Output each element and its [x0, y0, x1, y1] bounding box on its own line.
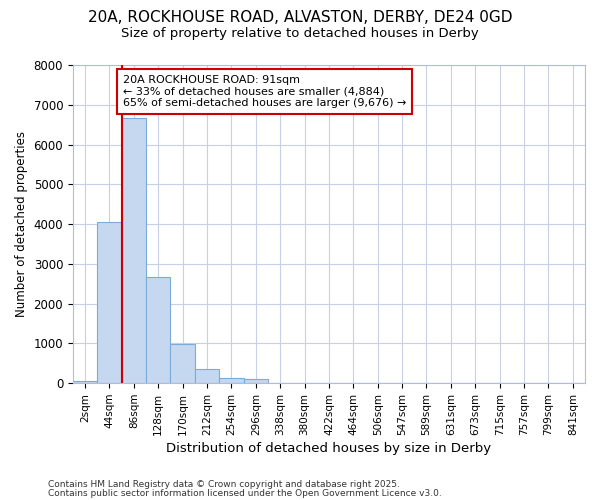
Text: Size of property relative to detached houses in Derby: Size of property relative to detached ho… [121, 28, 479, 40]
Text: 20A ROCKHOUSE ROAD: 91sqm
← 33% of detached houses are smaller (4,884)
65% of se: 20A ROCKHOUSE ROAD: 91sqm ← 33% of detac… [123, 75, 406, 108]
Text: Contains public sector information licensed under the Open Government Licence v3: Contains public sector information licen… [48, 490, 442, 498]
Bar [122, 118, 146, 383]
Text: Contains HM Land Registry data © Crown copyright and database right 2025.: Contains HM Land Registry data © Crown c… [48, 480, 400, 489]
Bar [244, 379, 268, 383]
Bar [97, 222, 122, 383]
Bar [219, 378, 244, 383]
X-axis label: Distribution of detached houses by size in Derby: Distribution of detached houses by size … [166, 442, 491, 455]
Text: 20A, ROCKHOUSE ROAD, ALVASTON, DERBY, DE24 0GD: 20A, ROCKHOUSE ROAD, ALVASTON, DERBY, DE… [88, 10, 512, 25]
Bar [195, 370, 219, 383]
Bar [170, 344, 195, 383]
Bar [73, 381, 97, 383]
Y-axis label: Number of detached properties: Number of detached properties [15, 131, 28, 317]
Bar [146, 276, 170, 383]
